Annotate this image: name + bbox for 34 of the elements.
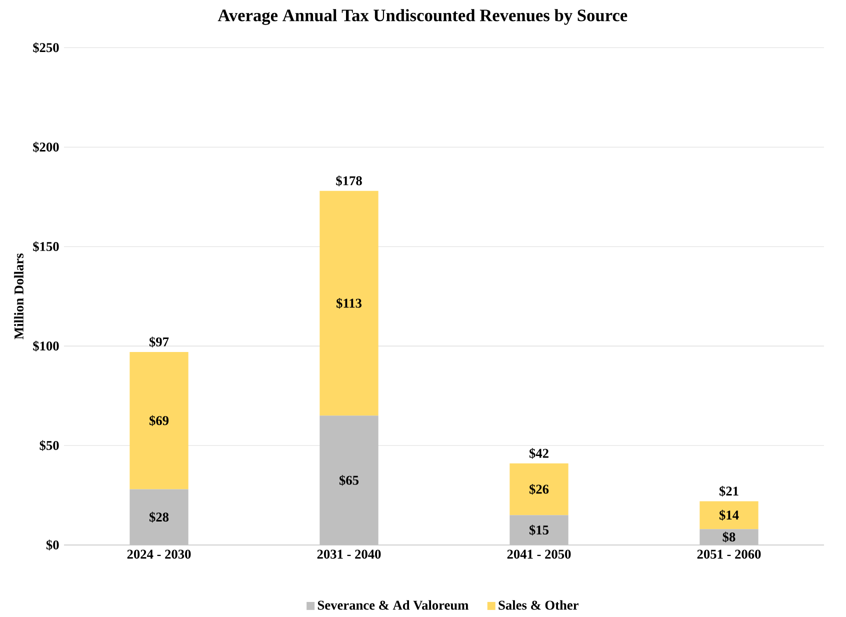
bar (510, 515, 568, 546)
data-label: $8 (722, 532, 736, 542)
bar (320, 190, 378, 416)
y-tick-label: $0 (46, 540, 59, 550)
bar (700, 529, 758, 546)
data-label: $65 (339, 475, 359, 486)
x-tick-label: 2024 - 2030 (127, 550, 191, 559)
bar (130, 489, 188, 546)
total-label: $42 (529, 448, 548, 459)
x-tick-label: 2031 - 2040 (317, 550, 381, 559)
data-label: $26 (529, 484, 549, 495)
x-tick-label: 2051 - 2060 (697, 550, 761, 559)
bar (700, 501, 758, 530)
data-label: $28 (149, 512, 169, 523)
total-label: $21 (719, 486, 738, 497)
legend-label: Severance & Ad Valoreum (318, 600, 468, 610)
chart-title: Average Annual Tax Undiscounted Revenues by Source (218, 9, 628, 25)
total-label: $97 (149, 336, 169, 348)
data-label: $113 (336, 298, 362, 309)
y-axis-title: Million Dollars (14, 254, 24, 340)
data-label: $69 (149, 415, 169, 426)
bar (510, 463, 568, 516)
y-tick-label: $100 (33, 340, 59, 352)
bar (320, 416, 378, 546)
y-tick-label: $200 (33, 142, 59, 153)
data-label: $15 (529, 524, 549, 536)
total-label: $178 (336, 176, 362, 186)
y-tick-label: $150 (33, 241, 59, 252)
legend-label: Sales & Other (498, 600, 578, 610)
x-tick-label: 2041 - 2050 (507, 550, 571, 559)
y-tick-label: $50 (40, 440, 59, 451)
data-label: $14 (719, 510, 739, 521)
bar (130, 352, 188, 490)
y-tick-label: $250 (33, 42, 59, 54)
